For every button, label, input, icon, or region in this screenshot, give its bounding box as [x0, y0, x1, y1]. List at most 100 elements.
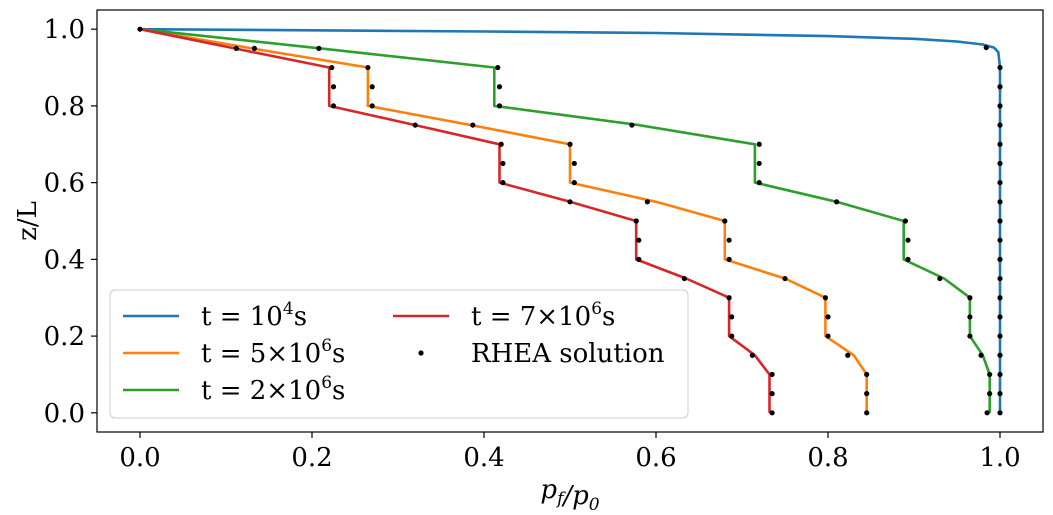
rhea-solution-point: [496, 84, 503, 90]
y-tick-label: 0.2: [44, 322, 85, 352]
rhea-solution-point: [644, 199, 651, 205]
x-tick-label: 0.8: [807, 443, 848, 473]
plot-frame: [96, 9, 1044, 433]
x-tick-label: 0.4: [463, 443, 504, 473]
rhea-solution-point: [997, 237, 1003, 243]
x-tick-label: 0.0: [119, 443, 160, 473]
legend-label: t = 5×106s: [201, 336, 345, 369]
legend-label: t = 2×106s: [201, 373, 345, 406]
rhea-solution-point: [470, 122, 476, 128]
rhea-solution-point: [726, 237, 732, 243]
plot-markers: [137, 26, 1003, 416]
rhea-solution-point: [633, 218, 639, 224]
x-axis-ticks: 0.0 0.2 0.4 0.6 0.8 1.0: [119, 432, 1021, 473]
rhea-solution-point: [681, 275, 687, 282]
rhea-solution-point: [756, 160, 762, 167]
rhea-solution-point: [749, 352, 755, 358]
legend-box: [109, 289, 689, 419]
rhea-solution-point: [769, 371, 775, 378]
x-tick-label: 0.2: [291, 443, 332, 473]
series-line-0: [139, 27, 1002, 413]
rhea-solution-point: [412, 122, 418, 128]
rhea-solution-point: [500, 160, 506, 167]
rhea-solution-point: [997, 256, 1003, 262]
rhea-solution-point: [997, 160, 1003, 167]
rhea-solution-point: [997, 141, 1003, 147]
rhea-solution-point: [967, 333, 973, 339]
y-tick-label: 0.6: [44, 169, 85, 199]
rhea-solution-point: [636, 256, 642, 262]
series-line-1: [139, 27, 868, 413]
rhea-solution-point: [997, 352, 1003, 358]
rhea-solution-point: [997, 275, 1003, 282]
y-axis-label: z/L: [13, 201, 43, 241]
legend: t = 104s t = 5×106s t = 2×106s t = 7×106s RH…: [109, 289, 689, 419]
y-tick-label: 0.8: [44, 92, 85, 122]
rhea-solution-point: [329, 64, 335, 71]
rhea-solution-point: [330, 103, 337, 109]
plot-lines: [139, 27, 1002, 413]
y-tick-label: 1.0: [44, 15, 85, 45]
rhea-solution-point: [636, 237, 642, 243]
rhea-solution-point: [500, 180, 506, 186]
x-tick-label: 1.0: [979, 443, 1020, 473]
rhea-solution-point: [997, 64, 1003, 71]
rhea-solution-point: [825, 333, 831, 339]
series-line-2: [139, 27, 991, 413]
rhea-solution-point: [825, 314, 831, 320]
rhea-solution-point: [997, 333, 1003, 339]
rhea-solution-point: [496, 103, 503, 109]
rhea-solution-point: [756, 141, 762, 147]
legend-label: t = 104s: [201, 299, 307, 332]
rhea-solution-point: [987, 371, 993, 378]
rhea-solution-point: [251, 45, 257, 51]
rhea-solution-point: [330, 84, 337, 90]
rhea-solution-point: [997, 103, 1003, 109]
rhea-solution-point: [983, 44, 989, 51]
rhea-solution-point: [984, 410, 990, 416]
rhea-solution-point: [997, 295, 1003, 301]
rhea-solution-point: [729, 333, 735, 339]
rhea-solution-point: [905, 256, 911, 262]
rhea-solution-point: [822, 295, 829, 301]
rhea-solution-point: [722, 218, 728, 224]
rhea-solution-point: [137, 26, 143, 32]
rhea-solution-point: [997, 180, 1003, 186]
rhea-solution-point: [369, 84, 375, 90]
rhea-solution-point: [834, 199, 840, 205]
rhea-solution-point: [567, 141, 573, 147]
rhea-solution-point: [997, 218, 1003, 224]
x-axis-label: pf/p0: [540, 475, 599, 515]
rhea-solution-point: [937, 275, 943, 282]
rhea-solution-point: [845, 352, 851, 358]
legend-marker: [418, 350, 424, 356]
rhea-solution-point: [571, 160, 577, 167]
rhea-solution-point: [629, 122, 635, 128]
legend-label: t = 7×106s: [471, 299, 615, 332]
rhea-solution-point: [316, 45, 322, 51]
rhea-solution-point: [726, 295, 732, 301]
rhea-solution-point: [756, 180, 762, 186]
rhea-solution-point: [987, 391, 993, 397]
series-line-3: [139, 27, 771, 413]
rhea-solution-point: [997, 84, 1003, 90]
rhea-solution-point: [902, 218, 909, 224]
rhea-solution-point: [498, 141, 504, 147]
rhea-solution-point: [769, 391, 775, 397]
rhea-solution-point: [967, 314, 973, 320]
rhea-solution-point: [905, 237, 911, 243]
rhea-solution-point: [495, 64, 501, 71]
rhea-solution-point: [978, 352, 984, 358]
rhea-solution-point: [571, 180, 577, 186]
rhea-solution-point: [997, 391, 1003, 397]
rhea-solution-point: [369, 103, 375, 109]
rhea-solution-point: [567, 199, 573, 205]
y-axis-ticks: 0.0 0.2 0.4 0.6 0.8 1.0: [44, 15, 97, 429]
rhea-solution-point: [365, 64, 371, 71]
rhea-solution-point: [782, 275, 788, 282]
rhea-solution-point: [997, 314, 1003, 320]
rhea-solution-point: [726, 256, 732, 262]
rhea-solution-point: [233, 45, 239, 51]
legend-label: RHEA solution: [471, 339, 665, 369]
